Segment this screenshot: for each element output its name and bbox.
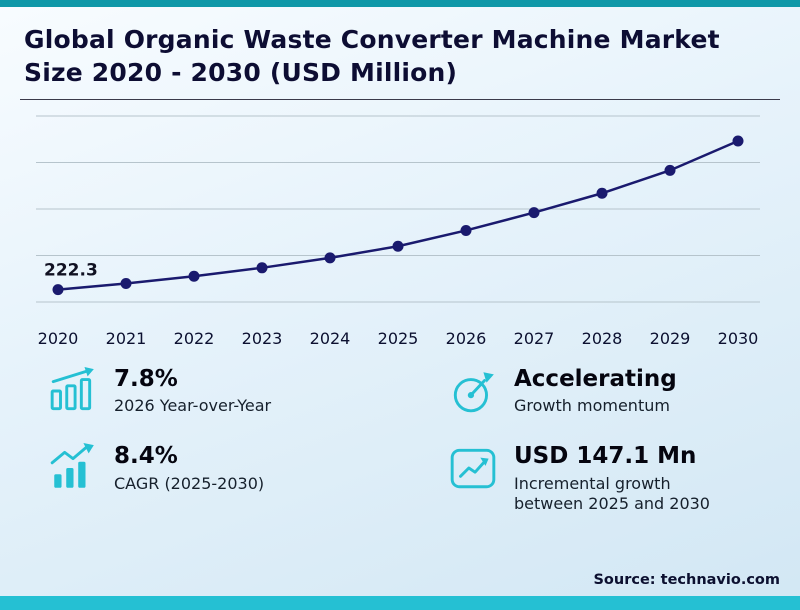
x-axis-label-2021: 2021: [106, 329, 147, 348]
x-axis-label-2023: 2023: [242, 329, 283, 348]
page-title: Global Organic Waste Converter Machine M…: [0, 0, 800, 89]
page-title-line1: Global Organic Waste Converter Machine M…: [24, 25, 720, 54]
chart-box-icon: [450, 449, 496, 489]
data-point-2027: [528, 207, 540, 219]
data-point-2030: [732, 135, 744, 147]
title-divider: [20, 99, 780, 100]
data-point-2020: [52, 284, 64, 296]
bottom-accent-bar: [0, 596, 800, 610]
data-point-2023: [256, 262, 268, 274]
data-point-2024: [324, 252, 336, 264]
stat-incremental-growth: USD 147.1 Mn Incremental growth between …: [448, 443, 780, 515]
stat-value: 7.8%: [114, 366, 178, 392]
x-axis-label-2024: 2024: [310, 329, 351, 348]
stat-label: CAGR (2025-2030): [114, 473, 265, 493]
speedometer-icon: [453, 372, 494, 413]
stat-yoy-text: 7.8% 2026 Year-over-Year: [114, 366, 271, 417]
x-axis-label-2030: 2030: [718, 329, 759, 348]
first-point-value-label: 222.3: [44, 261, 98, 281]
data-point-2025: [392, 240, 404, 252]
data-point-2029: [664, 164, 676, 176]
market-line-chart: 222.3 2020 2021 2022 2023 2024 2025 2026 2027 202…: [0, 100, 800, 354]
stat-label: Growth momentum: [514, 396, 670, 416]
stat-incremental-text: USD 147.1 Mn Incremental growth between …: [514, 443, 739, 515]
stat-cagr: 8.4% CAGR (2025-2030): [48, 443, 448, 515]
data-point-2028: [596, 187, 608, 199]
page-title-line2: Size 2020 - 2030 (USD Million): [24, 57, 458, 87]
stats-grid: 7.8% 2026 Year-over-Year Accelerating Gr…: [0, 354, 800, 515]
stat-value: Accelerating: [514, 366, 677, 392]
x-axis-label-2025: 2025: [378, 329, 419, 348]
x-axis-label-2020: 2020: [38, 329, 79, 348]
top-accent-bar: [0, 0, 800, 7]
source-credit: Source: technavio.com: [593, 572, 780, 588]
bar-chart-growth-icon: [50, 367, 94, 411]
market-trend-line: [57, 139, 739, 291]
x-axis-label-2027: 2027: [514, 329, 555, 348]
line-chart-canvas: 222.3 2020 2021 2022 2023 2024 2025 2026 2027 202…: [36, 115, 760, 348]
stat-value: USD 147.1 Mn: [514, 443, 697, 470]
data-point-2021: [120, 277, 132, 289]
x-axis-label-2029: 2029: [650, 329, 691, 348]
x-axis-label-2028: 2028: [582, 329, 623, 348]
x-axis-label-2026: 2026: [446, 329, 487, 348]
stat-momentum: Accelerating Growth momentum: [448, 366, 780, 417]
stat-label: 2026 Year-over-Year: [114, 396, 272, 416]
stat-momentum-text: Accelerating Growth momentum: [514, 366, 677, 417]
x-axis-label-2022: 2022: [174, 329, 215, 348]
data-point-2022: [188, 270, 200, 282]
stat-yoy: 7.8% 2026 Year-over-Year: [48, 366, 448, 417]
stat-label: Incremental growth between 2025 and 2030: [514, 473, 710, 514]
stat-value: 8.4%: [114, 443, 178, 470]
data-point-2026: [460, 224, 472, 236]
stat-cagr-text: 8.4% CAGR (2025-2030): [114, 443, 264, 494]
rising-bars-icon: [50, 443, 94, 489]
